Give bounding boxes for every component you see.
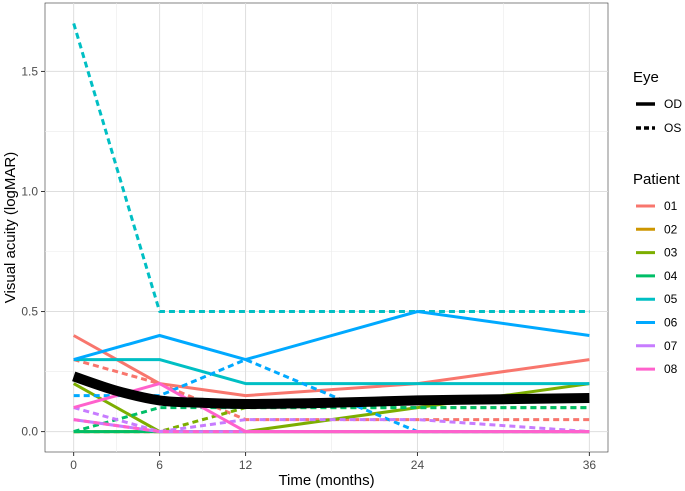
x-tick-label: 12 bbox=[239, 458, 253, 472]
y-axis: 0.0 0.5 1.0 1.5 bbox=[21, 64, 45, 439]
plot-area bbox=[44, 2, 609, 453]
legend-patient-label-07: 07 bbox=[664, 339, 678, 353]
y-tick-label: 1.5 bbox=[21, 64, 38, 78]
y-tick-label: 0.5 bbox=[21, 305, 38, 319]
legend-patient-entries: 01 02 03 04 05 06 07 08 bbox=[636, 199, 678, 376]
series-line-patient-06-od bbox=[73, 310, 590, 362]
grid bbox=[45, 3, 608, 452]
x-tick-label: 24 bbox=[411, 458, 425, 472]
x-tick-label: 6 bbox=[156, 458, 163, 472]
legend-patient-label-03: 03 bbox=[664, 246, 678, 260]
series-line-patient-01-os bbox=[73, 358, 590, 422]
legend-patient-label-08: 08 bbox=[664, 362, 678, 376]
x-axis-title: Time (months) bbox=[278, 472, 374, 489]
series-line-patient-05-os bbox=[72, 22, 590, 313]
plot-panel bbox=[44, 2, 609, 453]
y-axis-title: Visual acuity (logMAR) bbox=[2, 152, 19, 303]
trend-layer bbox=[72, 371, 590, 410]
legend: Eye OD OS Patient 01 02 03 04 05 06 07 08 bbox=[633, 69, 682, 376]
legend-patient-title: Patient bbox=[633, 171, 681, 188]
legend-patient-label-01: 01 bbox=[664, 199, 678, 213]
series-line-patient-05-od bbox=[73, 358, 590, 386]
x-axis: 0 6 12 24 36 bbox=[70, 452, 596, 472]
legend-patient-label-02: 02 bbox=[664, 222, 678, 236]
series-line-patient-08-os bbox=[73, 418, 590, 434]
series-line-patient-01-od bbox=[72, 334, 590, 398]
series-line-patient-07-os bbox=[73, 406, 590, 434]
legend-eye-entries: OD OS bbox=[636, 97, 682, 135]
mean-trend-line bbox=[72, 371, 590, 410]
y-tick-label: 0.0 bbox=[21, 425, 38, 439]
x-tick-label: 0 bbox=[70, 458, 77, 472]
legend-eye-title: Eye bbox=[633, 69, 659, 86]
legend-patient-label-04: 04 bbox=[664, 269, 678, 283]
legend-patient-label-06: 06 bbox=[664, 316, 678, 330]
y-tick-label: 1.0 bbox=[21, 184, 38, 198]
legend-patient-label-05: 05 bbox=[664, 292, 678, 306]
x-tick-label: 36 bbox=[583, 458, 597, 472]
legend-eye-label-os: OS bbox=[664, 121, 681, 135]
legend-eye-label-od: OD bbox=[664, 97, 682, 111]
